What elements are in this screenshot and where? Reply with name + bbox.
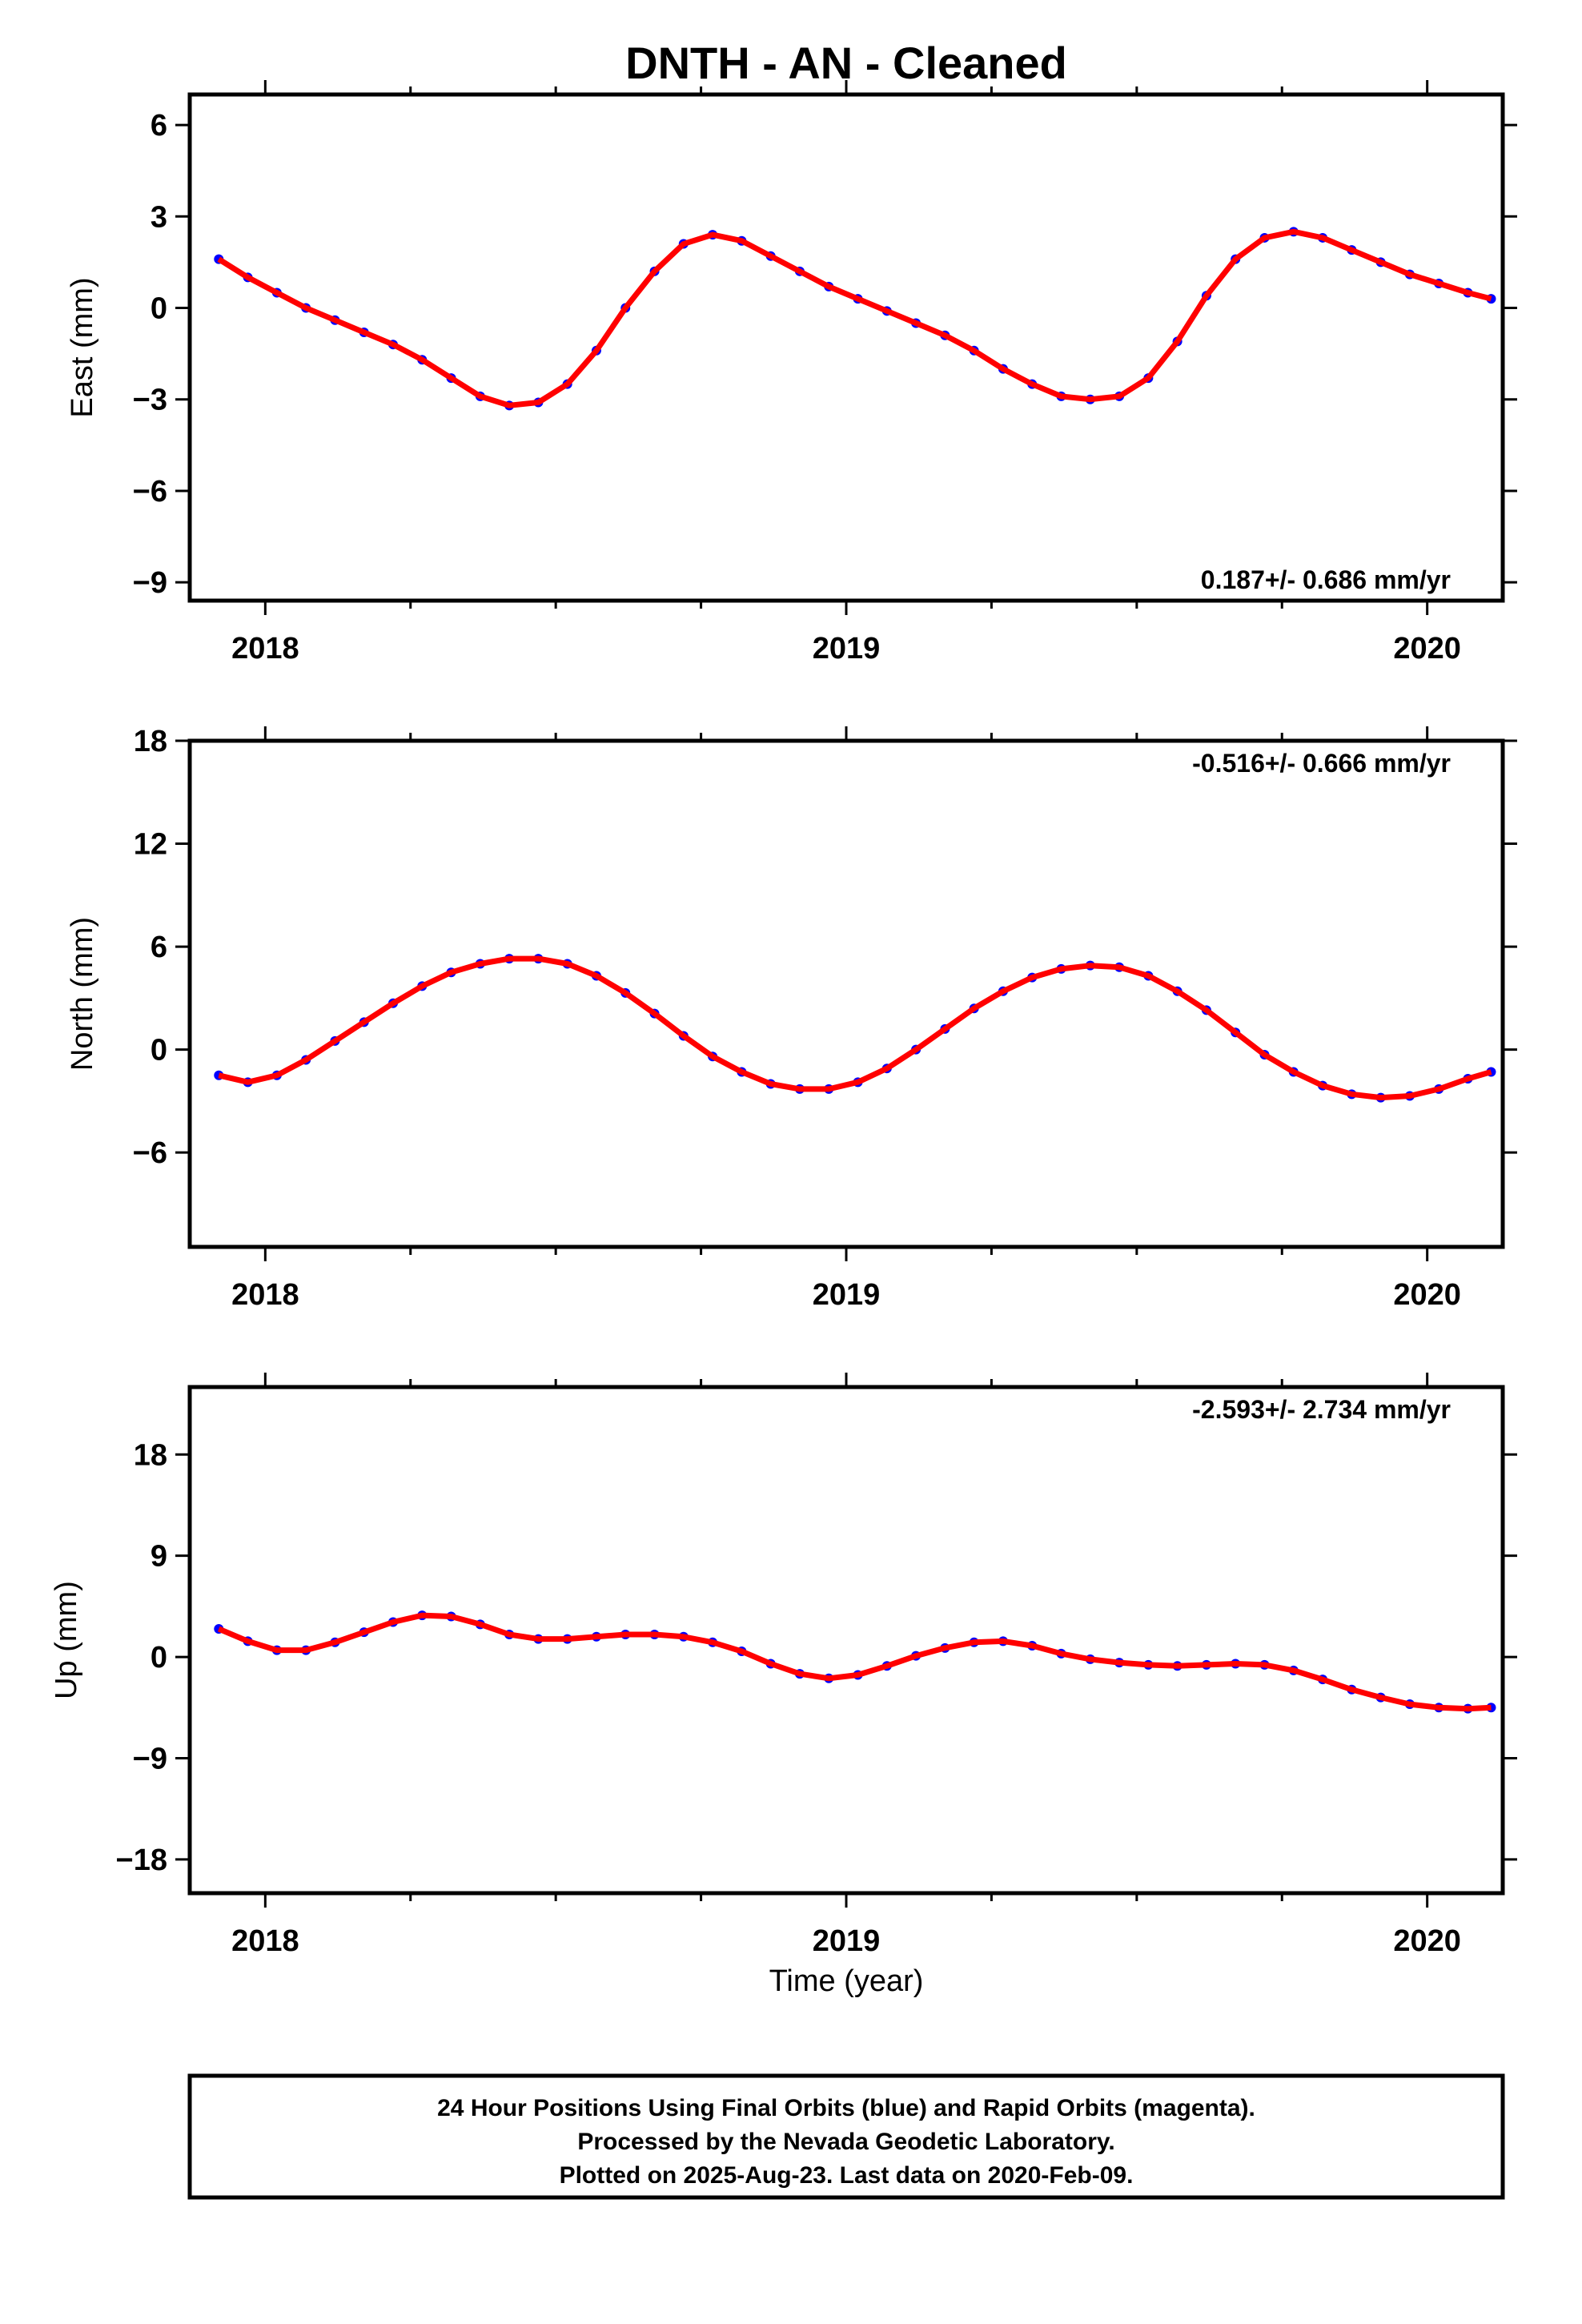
east-y-tick-label: −9 <box>133 566 167 600</box>
east-x-tick-label: 2018 <box>231 632 299 665</box>
north-x-tick-label: 2018 <box>231 1278 299 1312</box>
up-y-tick-label: −18 <box>116 1844 167 1877</box>
footer-line-3: Plotted on 2025-Aug-23. Last data on 202… <box>560 2162 1134 2189</box>
east-rate-label: 0.187+/- 0.686 mm/yr <box>1201 565 1451 594</box>
east-plot-frame <box>187 92 1505 603</box>
east-y-tick-label: −6 <box>133 475 167 509</box>
north-x-tick-label: 2020 <box>1393 1278 1461 1312</box>
north-model-fit-line <box>218 955 1492 1101</box>
east-y-tick-label: 0 <box>151 292 167 326</box>
north-y-tick-label: 0 <box>151 1034 167 1068</box>
up-data-points <box>214 1610 1496 1714</box>
east-y-tick-label: 6 <box>151 109 167 143</box>
north-y-tick-label: 12 <box>134 828 167 862</box>
x-axis-label: Time (year) <box>769 1964 924 1998</box>
up-model-fit-line <box>217 1612 1492 1712</box>
up-y-axis-label: Up (mm) <box>50 1581 83 1699</box>
east-y-tick-label: −3 <box>133 384 167 417</box>
footer-line-1: 24 Hour Positions Using Final Orbits (bl… <box>437 2095 1255 2121</box>
east-model-fit-line <box>217 228 1492 408</box>
footer-box <box>187 2073 1505 2200</box>
east-panel: 2018 2019 2020 −9 −6 −3 0 3 6 East (mm) 0.187+/- 0… <box>66 80 1517 665</box>
north-rate-label: -0.516+/- 0.666 mm/yr <box>1192 749 1451 778</box>
chart-title: DNTH - AN - Cleaned <box>625 38 1067 88</box>
north-y-axis-label: North (mm) <box>66 917 99 1071</box>
east-data-points <box>214 227 1496 411</box>
east-y-tick-label: 3 <box>151 200 167 234</box>
up-plot-frame <box>187 1385 1505 1896</box>
up-y-tick-label: −9 <box>133 1742 167 1775</box>
north-y-tick-label: 18 <box>134 725 167 758</box>
north-x-tick-label: 2019 <box>813 1278 881 1312</box>
east-x-tick-label: 2019 <box>813 632 881 665</box>
up-x-tick-label: 2020 <box>1393 1924 1461 1958</box>
north-panel: 2018 2019 2020 −6 0 6 12 18 North (mm) -0.516+/- … <box>66 725 1517 1312</box>
north-y-tick-label: 6 <box>151 931 167 964</box>
north-plot-frame <box>187 738 1505 1249</box>
up-y-tick-label: 18 <box>134 1438 167 1472</box>
up-x-tick-label: 2018 <box>231 1924 299 1958</box>
footer-line-2: Processed by the Nevada Geodetic Laborat… <box>577 2129 1114 2155</box>
up-x-tick-label: 2019 <box>813 1924 881 1958</box>
up-y-tick-label: 0 <box>151 1641 167 1675</box>
east-x-tick-label: 2020 <box>1393 632 1461 665</box>
east-y-axis-label: East (mm) <box>66 277 99 417</box>
north-y-tick-label: −6 <box>133 1136 167 1170</box>
up-rate-label: -2.593+/- 2.734 mm/yr <box>1192 1395 1451 1424</box>
up-panel: 2018 2019 2020 −18 −9 0 9 18 Up (mm) -2.593+/- 2.… <box>50 1373 1517 1958</box>
up-y-tick-label: 9 <box>151 1540 167 1574</box>
